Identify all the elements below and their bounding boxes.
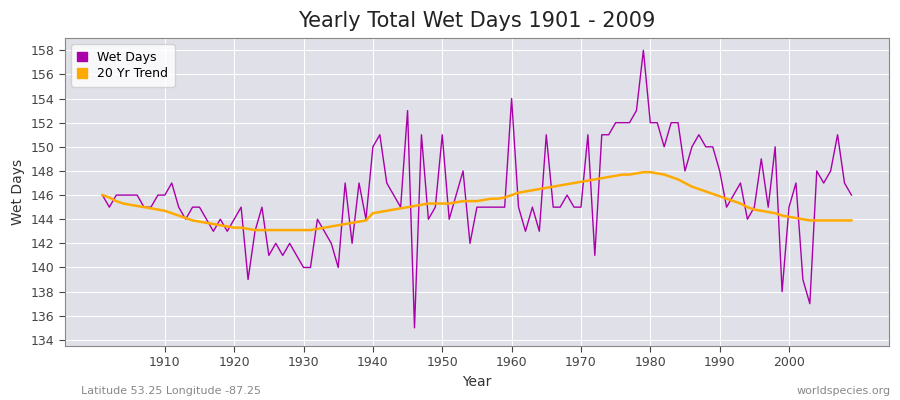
Wet Days <box>410 326 420 330</box>
Wet Days <box>97 193 108 198</box>
Wet Days <box>506 96 517 101</box>
20 Yr Trend <box>249 228 260 232</box>
20 Yr Trend <box>97 193 108 198</box>
Title: Yearly Total Wet Days 1901 - 2009: Yearly Total Wet Days 1901 - 2009 <box>298 11 655 31</box>
20 Yr Trend <box>638 170 649 174</box>
X-axis label: Year: Year <box>463 375 491 389</box>
Wet Days <box>346 241 357 246</box>
20 Yr Trend <box>506 193 517 198</box>
Wet Days <box>513 205 524 210</box>
Line: Wet Days: Wet Days <box>103 50 851 328</box>
20 Yr Trend <box>312 226 323 231</box>
Legend: Wet Days, 20 Yr Trend: Wet Days, 20 Yr Trend <box>71 44 175 87</box>
20 Yr Trend <box>846 218 857 223</box>
20 Yr Trend <box>354 219 364 224</box>
20 Yr Trend <box>597 176 608 180</box>
Wet Days <box>638 48 649 53</box>
20 Yr Trend <box>513 190 524 195</box>
Line: 20 Yr Trend: 20 Yr Trend <box>103 172 851 230</box>
Wet Days <box>305 265 316 270</box>
Text: Latitude 53.25 Longitude -87.25: Latitude 53.25 Longitude -87.25 <box>81 386 261 396</box>
Text: worldspecies.org: worldspecies.org <box>796 386 891 396</box>
Wet Days <box>152 193 163 198</box>
Wet Days <box>846 193 857 198</box>
Wet Days <box>597 132 608 137</box>
Y-axis label: Wet Days: Wet Days <box>11 159 25 225</box>
20 Yr Trend <box>152 207 163 212</box>
